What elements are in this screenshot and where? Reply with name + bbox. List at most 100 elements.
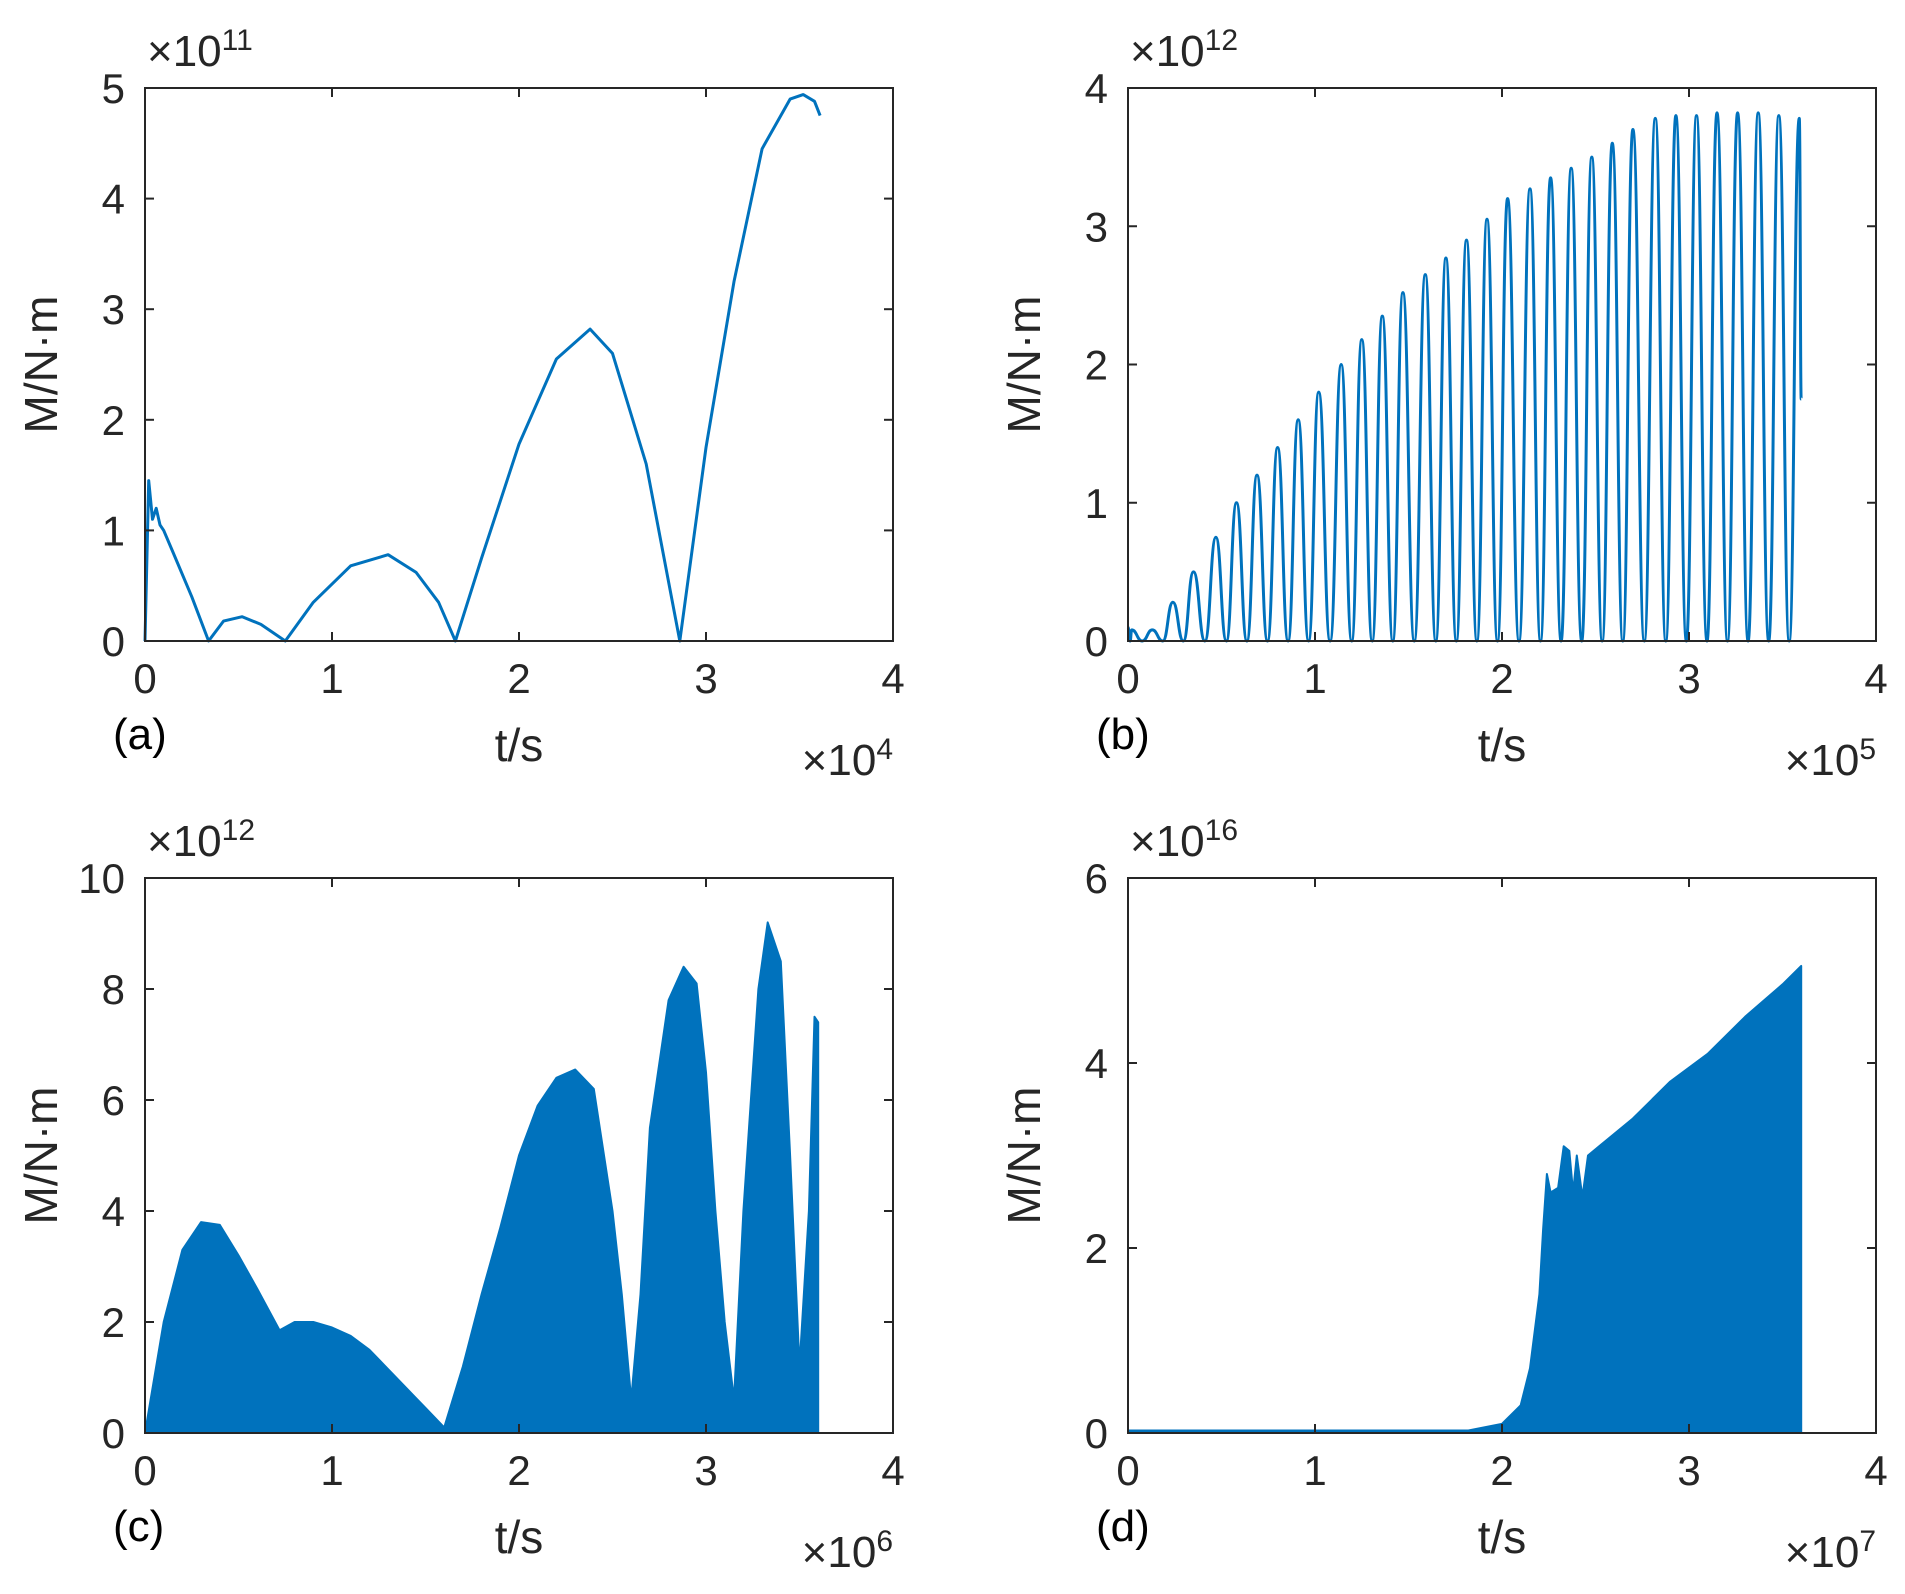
series-peak-point bbox=[1131, 629, 1133, 631]
series-peak-point bbox=[1507, 198, 1509, 200]
y-multiplier-base: ×10 bbox=[1130, 27, 1205, 76]
y-tick-label: 4 bbox=[102, 176, 125, 223]
series-peak-point bbox=[1340, 364, 1342, 365]
x-tick-label: 2 bbox=[1490, 1447, 1513, 1494]
y-tick-label: 6 bbox=[1085, 855, 1108, 902]
series-peak-point bbox=[1151, 629, 1153, 631]
x-tick-label: 3 bbox=[1677, 1447, 1700, 1494]
y-tick-label: 1 bbox=[1085, 480, 1108, 527]
y-multiplier-base: ×10 bbox=[147, 817, 222, 866]
x-tick-label: 0 bbox=[1116, 655, 1139, 702]
series-peak-point bbox=[1798, 117, 1800, 119]
series-peak-point bbox=[1297, 419, 1299, 421]
x-multiplier: ×104 bbox=[802, 733, 893, 785]
series-area bbox=[144, 921, 820, 1434]
y-multiplier-base: ×10 bbox=[147, 27, 222, 76]
y-tick-label: 3 bbox=[1085, 203, 1108, 250]
series-peak-point bbox=[1757, 112, 1759, 114]
series-peak-point bbox=[1486, 218, 1488, 220]
y-tick-label: 6 bbox=[102, 1077, 125, 1124]
y-axis-label: M/N·m bbox=[15, 296, 67, 434]
series-peak-point bbox=[1611, 142, 1613, 144]
y-axis-label: M/N·m bbox=[998, 1087, 1050, 1225]
y-tick-label: 0 bbox=[1085, 1410, 1108, 1457]
x-multiplier: ×106 bbox=[802, 1525, 893, 1577]
y-axis-label: M/N·m bbox=[998, 296, 1050, 434]
y-multiplier-exponent: 12 bbox=[1205, 24, 1238, 57]
x-multiplier-exponent: 7 bbox=[1859, 1525, 1876, 1558]
x-tick-label: 4 bbox=[1864, 1447, 1887, 1494]
x-tick-label: 3 bbox=[694, 655, 717, 702]
x-multiplier-base: ×10 bbox=[1785, 1528, 1860, 1577]
panel-label: (a) bbox=[113, 710, 167, 759]
x-tick-label: 2 bbox=[1490, 655, 1513, 702]
y-multiplier-exponent: 16 bbox=[1205, 814, 1238, 847]
y-tick-label: 4 bbox=[1085, 65, 1108, 112]
x-tick-label: 2 bbox=[507, 1447, 530, 1494]
series-peak-point bbox=[1361, 339, 1363, 341]
panel-label: (d) bbox=[1096, 1502, 1150, 1551]
y-multiplier: ×1012 bbox=[147, 814, 255, 866]
y-tick-label: 2 bbox=[1085, 342, 1108, 389]
x-tick-label: 0 bbox=[133, 1447, 156, 1494]
series-peak-point bbox=[1277, 446, 1279, 448]
series-peak-point bbox=[1675, 115, 1677, 117]
x-axis-label: t/s bbox=[1478, 719, 1527, 771]
x-tick-label: 1 bbox=[320, 655, 343, 702]
x-axis-label: t/s bbox=[495, 1511, 544, 1563]
x-tick-label: 0 bbox=[1116, 1447, 1139, 1494]
y-tick-label: 1 bbox=[102, 507, 125, 554]
series-peak-point bbox=[1424, 274, 1426, 276]
x-multiplier: ×107 bbox=[1785, 1525, 1876, 1577]
y-multiplier: ×1011 bbox=[147, 24, 253, 76]
series-peak-point bbox=[1381, 315, 1383, 317]
x-multiplier: ×105 bbox=[1785, 733, 1876, 785]
x-tick-label: 1 bbox=[320, 1447, 343, 1494]
x-tick-label: 2 bbox=[507, 655, 530, 702]
series-peak-point bbox=[1192, 571, 1194, 573]
series-peak-point bbox=[1716, 112, 1718, 114]
y-axis-label: M/N·m bbox=[15, 1087, 67, 1225]
plot-frame bbox=[144, 87, 894, 642]
x-tick-label: 4 bbox=[881, 1447, 904, 1494]
y-tick-label: 5 bbox=[102, 65, 125, 112]
y-tick-label: 4 bbox=[1085, 1040, 1108, 1087]
series-peak-point bbox=[1778, 115, 1780, 117]
series-peak-point bbox=[1402, 292, 1404, 294]
series-line bbox=[1126, 111, 1803, 643]
series-peak-point bbox=[1215, 536, 1217, 538]
y-tick-label: 0 bbox=[102, 1410, 125, 1457]
panel-label: (b) bbox=[1096, 710, 1150, 759]
y-tick-label: 0 bbox=[102, 618, 125, 665]
y-tick-label: 3 bbox=[102, 286, 125, 333]
y-tick-label: 2 bbox=[1085, 1225, 1108, 1272]
series-peak-point bbox=[1465, 239, 1467, 241]
y-tick-label: 4 bbox=[102, 1188, 125, 1235]
series-peak-point bbox=[1570, 167, 1572, 169]
x-tick-label: 4 bbox=[1864, 655, 1887, 702]
series-peak-point bbox=[1256, 474, 1258, 476]
x-tick-label: 3 bbox=[694, 1447, 717, 1494]
x-multiplier-base: ×10 bbox=[802, 736, 877, 785]
x-multiplier-exponent: 5 bbox=[1859, 733, 1876, 766]
series-peak-point bbox=[1445, 257, 1447, 259]
series-peak-point bbox=[1591, 156, 1593, 158]
y-multiplier: ×1012 bbox=[1130, 24, 1238, 76]
x-axis-label: t/s bbox=[1478, 1511, 1527, 1563]
series-peak-point bbox=[1235, 502, 1237, 504]
series-peak-point bbox=[1550, 177, 1552, 179]
series-peak-point bbox=[1529, 188, 1531, 190]
series-line bbox=[143, 93, 822, 643]
series-peak-point bbox=[1654, 117, 1656, 119]
y-tick-label: 8 bbox=[102, 966, 125, 1013]
y-multiplier: ×1016 bbox=[1130, 814, 1238, 866]
y-multiplier-base: ×10 bbox=[1130, 817, 1205, 866]
x-tick-label: 3 bbox=[1677, 655, 1700, 702]
y-tick-label: 10 bbox=[78, 855, 125, 902]
series-peak-point bbox=[1318, 391, 1320, 393]
